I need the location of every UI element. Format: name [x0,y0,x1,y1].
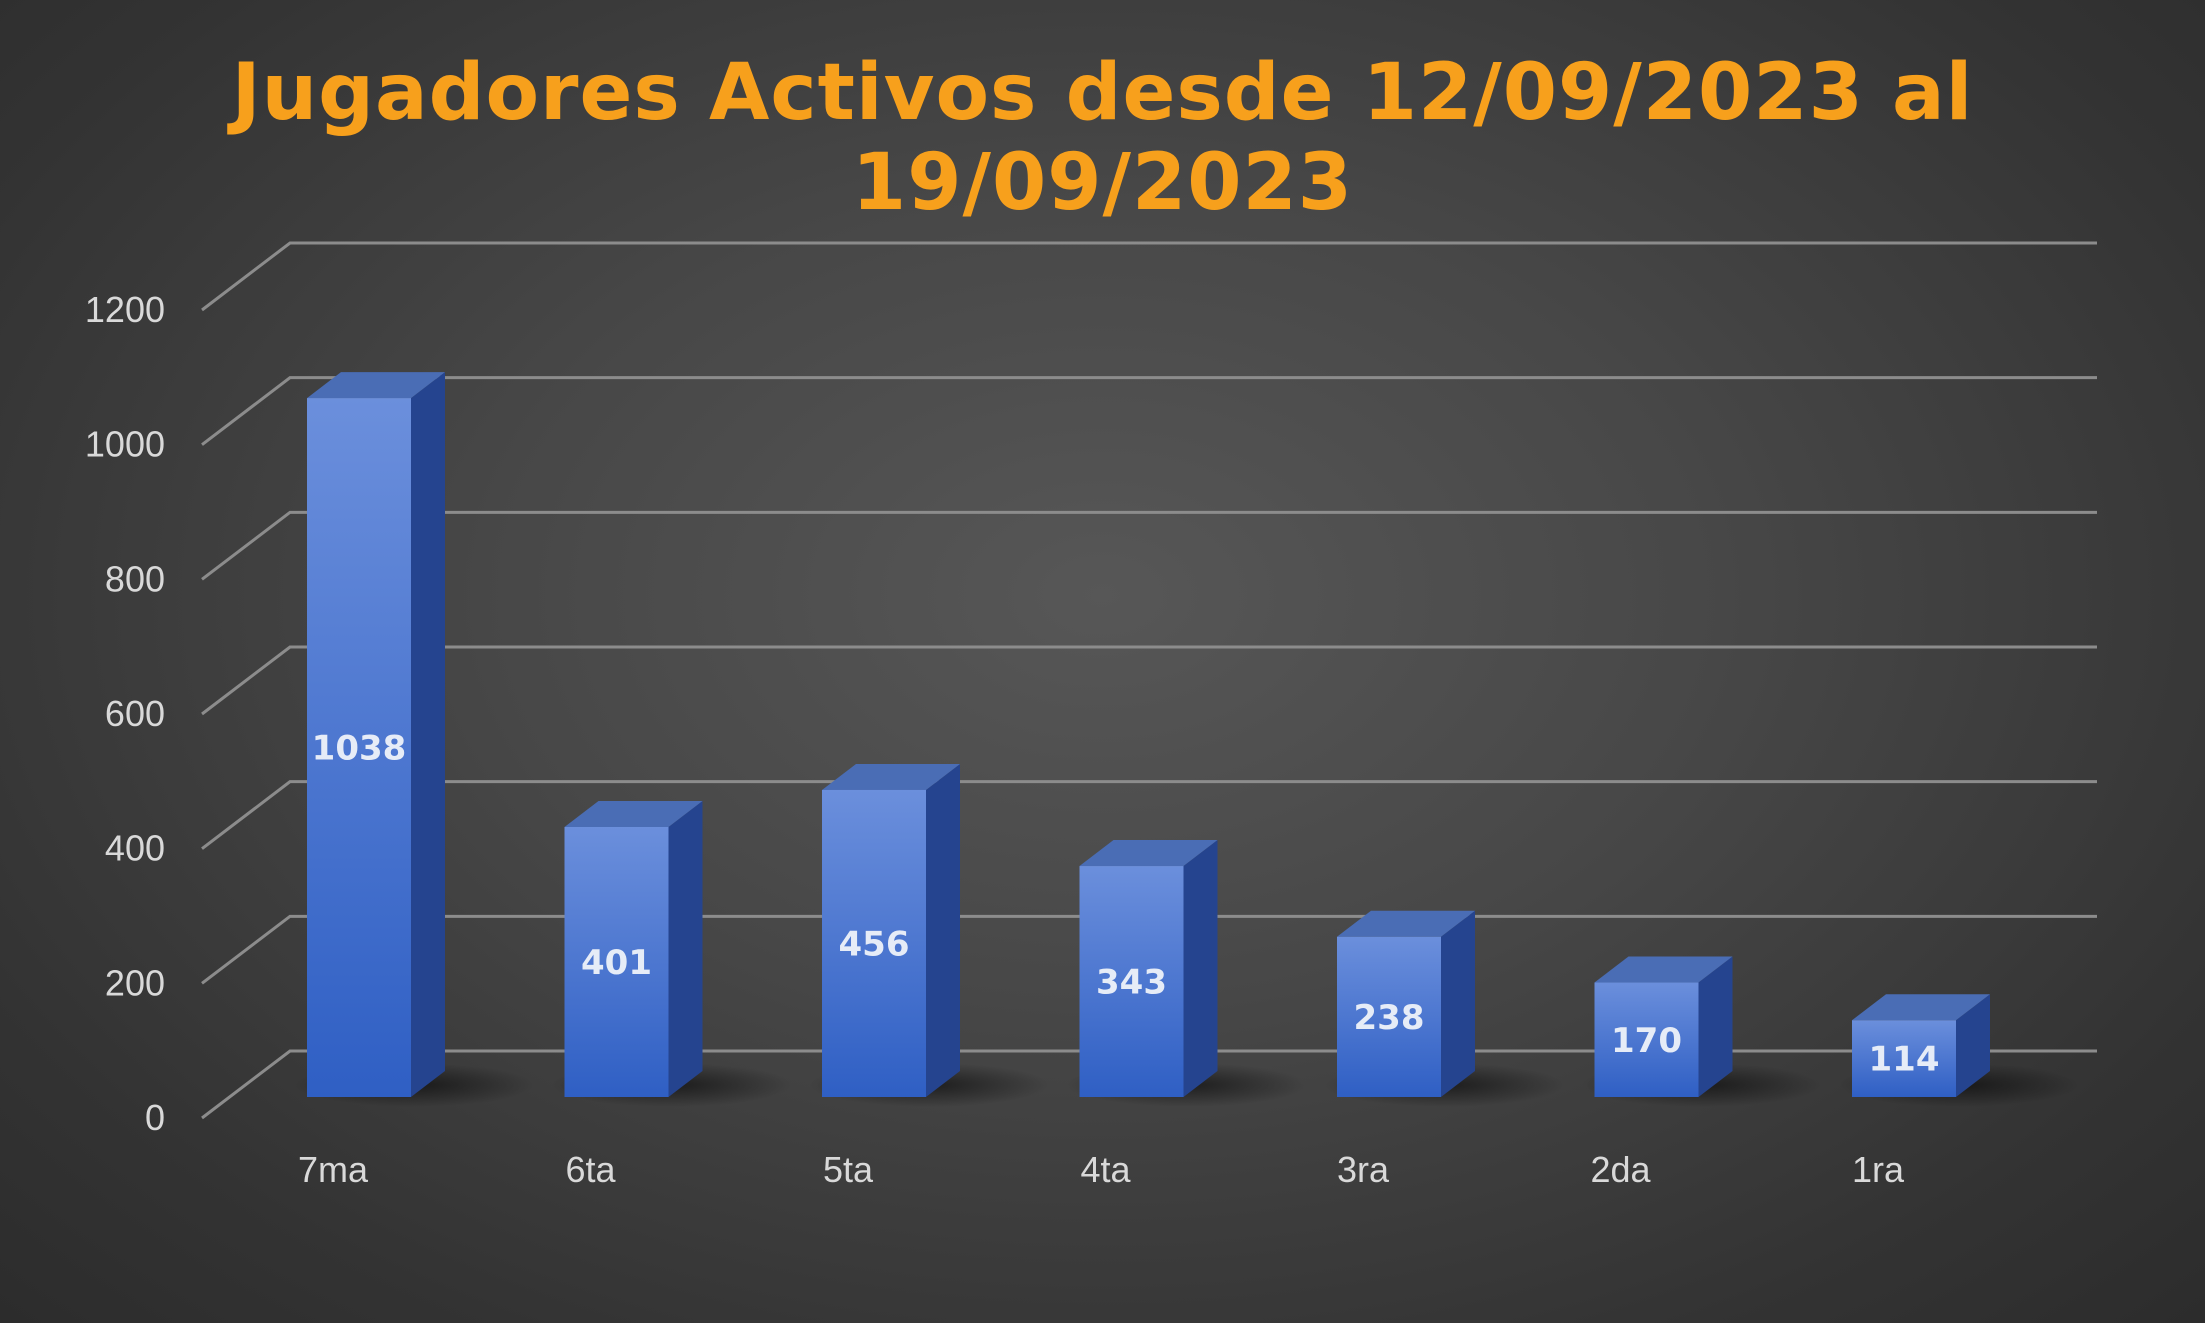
y-tick-label: 200 [105,962,165,1003]
bar-front [1852,1020,1956,1097]
data-label: 343 [1096,963,1167,1003]
bar-top [1594,956,1733,983]
bar-5ta [822,763,960,1097]
y-tick-label: 400 [105,828,165,869]
bar-top [307,372,445,399]
x-tick-label: 2da [1590,1149,1651,1190]
bars [307,372,1990,1098]
data-label: 238 [1354,998,1425,1038]
bar-front [822,789,926,1097]
gridline [201,914,2097,985]
gridline [201,1049,2097,1120]
bar-1ra [1852,994,1990,1097]
bar-3ra [1337,910,1475,1097]
bar-side [926,763,960,1097]
gridline [201,376,2097,446]
y-tick-label: 600 [105,693,165,734]
y-tick-label: 1200 [85,289,165,330]
bar-front [1594,982,1699,1097]
x-axis-ticks: 7ma 6ta 5ta 4ta 3ra 2da 1ra [298,1149,1905,1190]
bar-7ma [307,372,445,1098]
y-tick-label: 0 [145,1097,165,1138]
bar-front [307,398,411,1098]
gridline [201,780,2097,850]
x-tick-label: 7ma [298,1149,369,1190]
data-label: 170 [1611,1021,1682,1061]
bar-top [564,800,703,827]
bar-2da [1594,956,1733,1097]
x-tick-label: 5ta [823,1149,874,1190]
gridline [201,645,2097,716]
x-tick-label: 4ta [1080,1149,1131,1190]
bar-side [1956,994,1990,1097]
x-tick-label: 1ra [1852,1149,1905,1190]
data-label: 401 [581,943,652,983]
x-tick-label: 3ra [1337,1149,1390,1190]
x-tick-label: 6ta [565,1149,616,1190]
bar-top [822,763,960,790]
data-label: 1038 [312,729,407,769]
data-label: 456 [839,924,910,964]
bar-4ta [1079,840,1218,1097]
bar-front [1337,936,1441,1097]
bar-top [1079,840,1218,867]
bar-top [1852,994,1990,1021]
bar-side [411,372,445,1098]
gridline [201,510,2097,581]
chart-title: Jugadores Activos desde 12/09/2023 al 19… [231,48,1974,228]
bar-side [1441,910,1475,1097]
y-axis-ticks: 0 200 400 600 800 1000 1200 [85,289,165,1138]
y-tick-label: 800 [105,558,165,599]
data-label: 114 [1869,1040,1940,1080]
bar-side [1698,956,1733,1097]
bar-side [1183,840,1218,1097]
bar-side [668,800,703,1097]
gridlines [201,241,2097,1120]
data-labels: 1038 401 456 343 238 170 114 [312,729,1940,1080]
bar-front [564,826,669,1097]
bar-front [1079,866,1184,1097]
y-tick-label: 1000 [85,424,165,465]
gridline [201,241,2097,312]
bar-6ta [564,800,703,1097]
bar-top [1337,910,1475,937]
